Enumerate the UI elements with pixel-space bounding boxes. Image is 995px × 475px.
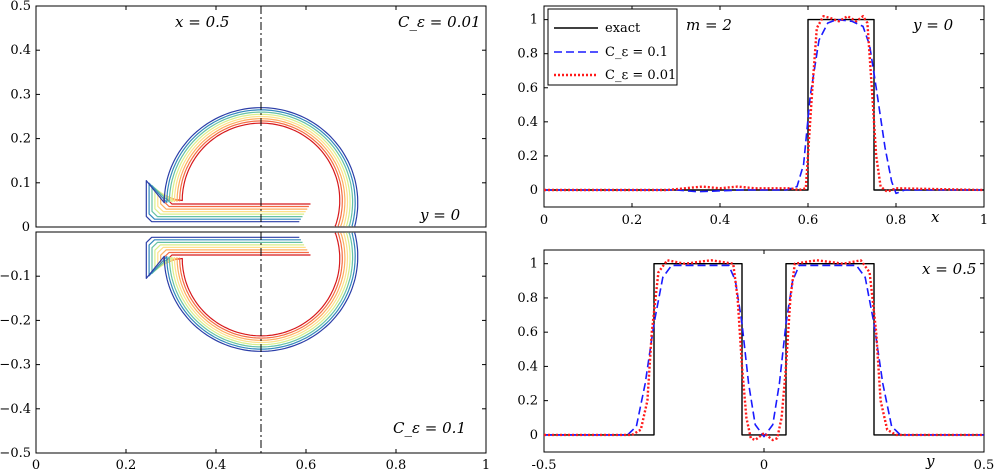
contour-level-line: [154, 232, 351, 346]
contour-top-zero-label: 0: [22, 220, 30, 235]
contour-bottom-xticks: 0 0.2 0.4 0.6 0.8 1: [32, 6, 490, 473]
xtick-label: 0.2: [116, 458, 137, 473]
contour-level-line: [145, 232, 359, 352]
ytick-label: 1: [530, 13, 538, 28]
contour-level-line: [165, 232, 341, 337]
ytick-label: −0.3: [0, 358, 31, 373]
contour-bottom-yticks: −0.1 −0.2 −0.3 −0.4 −0.5: [0, 269, 486, 461]
ytick-label: 0.4: [517, 359, 538, 374]
ytick-label: 0.8: [517, 47, 538, 62]
xtick-label: 0.5: [974, 458, 995, 473]
contour-level-line: [160, 232, 346, 341]
line-x05-frame: [543, 249, 985, 453]
ytick-label: 0.2: [517, 149, 538, 164]
annot-m2: m = 2: [686, 16, 732, 34]
contour-bottom-levels: [145, 232, 359, 352]
contour-level-line: [151, 111, 354, 227]
annot-x05: x = 0.5: [175, 13, 229, 31]
line-plot-y0: 0 0.2 0.4 0.6 0.8 1 0 0.2 0.4 0.6 0.8 1 m = 2 y = 0…: [517, 5, 988, 228]
contour-top-panel: 0.1 0.2 0.3 0.4 0.5 x = 0.5 C_ε = 0.01 y = 0…: [10, 0, 487, 235]
xtick-label: 0: [760, 458, 768, 473]
ytick-label: 0.4: [10, 43, 31, 58]
annot-x05-right: x = 0.5: [922, 260, 976, 278]
contour-level-line: [157, 115, 349, 227]
line-y0-ticks: 0 0.2 0.4 0.6 0.8 1 0 0.2 0.4 0.6 0.8 1: [517, 6, 988, 228]
xtick-label: 0.8: [386, 458, 407, 473]
contour-top-levels: [145, 107, 359, 227]
contour-level-line: [148, 232, 356, 350]
legend-box: [547, 8, 678, 86]
xtick-label: 0.6: [296, 458, 317, 473]
xtick-label: 0.4: [206, 458, 227, 473]
series-line-c-0.01: [544, 259, 984, 442]
line-y0-frame: [543, 5, 985, 208]
line-x05-series: [544, 259, 984, 442]
contour-level-line: [151, 232, 354, 348]
ytick-label: −0.4: [0, 402, 31, 417]
contour-level-line: [160, 118, 346, 227]
xtick-label: 1: [482, 458, 490, 473]
ytick-label: 0.2: [517, 394, 538, 409]
series-line-c-0.1: [544, 264, 984, 438]
contour-level-line: [148, 109, 356, 227]
ytick-label: 0.3: [10, 87, 31, 102]
annot-y0-right: y = 0: [912, 16, 954, 34]
contour-top-yticks: 0.1 0.2 0.3 0.4 0.5: [10, 0, 486, 191]
series-line-c-0.01: [544, 15, 985, 193]
xtick-label: 0: [540, 213, 548, 228]
contour-level-line: [163, 232, 343, 339]
contour-level-line: [163, 120, 343, 227]
ytick-label: 0.5: [10, 0, 31, 14]
ytick-label: 0.8: [517, 291, 538, 306]
contour-bottom-panel: −0.1 −0.2 −0.3 −0.4 −0.5 0 0.2 0.4 0.6 0.8 1 C_ε …: [0, 6, 490, 473]
ytick-label: 0.4: [517, 115, 538, 130]
series-line-exact: [544, 263, 984, 436]
ytick-label: 0.1: [10, 176, 31, 191]
legend-c01-label: C_ε = 0.1: [605, 45, 668, 60]
xtick-label: -0.5: [531, 458, 556, 473]
contour-level-line: [157, 232, 349, 344]
xtick-label: 0.8: [886, 213, 907, 228]
contour-level-line: [145, 107, 359, 227]
contour-level-line: [165, 122, 341, 227]
ytick-label: 1: [530, 257, 538, 272]
ytick-label: 0.6: [517, 325, 538, 340]
xtick-label: 0.4: [710, 213, 731, 228]
annot-ceps-01: C_ε = 0.1: [393, 419, 466, 437]
line-y0-series: [544, 15, 985, 195]
line-plot-x05: 0 0.2 0.4 0.6 0.8 1 -0.5 0 0.5 x = 0.5 y: [517, 249, 994, 473]
line-x05-ticks: 0 0.2 0.4 0.6 0.8 1 -0.5 0 0.5: [517, 250, 994, 473]
ytick-label: −0.2: [0, 313, 31, 328]
xlabel-y: y: [925, 452, 935, 470]
annot-y0: y = 0: [419, 206, 461, 224]
ytick-label: 0: [530, 428, 538, 443]
ytick-label: −0.1: [0, 269, 31, 284]
legend: exact C_ε = 0.1 C_ε = 0.01: [547, 8, 678, 86]
annot-ceps-001: C_ε = 0.01: [398, 13, 481, 31]
ytick-label: 0: [530, 183, 538, 198]
ytick-label: 0.6: [517, 81, 538, 96]
contour-level-line: [154, 113, 351, 227]
xtick-label: 0.6: [798, 213, 819, 228]
xlabel-x: x: [931, 208, 940, 226]
ytick-label: −0.5: [0, 446, 31, 461]
legend-exact-label: exact: [605, 21, 641, 36]
legend-c001-label: C_ε = 0.01: [605, 68, 676, 83]
series-line-c-0.1: [544, 18, 984, 195]
xtick-label: 0: [32, 458, 40, 473]
xtick-label: 1: [980, 213, 988, 228]
xtick-label: 0.2: [622, 213, 643, 228]
ytick-label: 0.2: [10, 132, 31, 147]
